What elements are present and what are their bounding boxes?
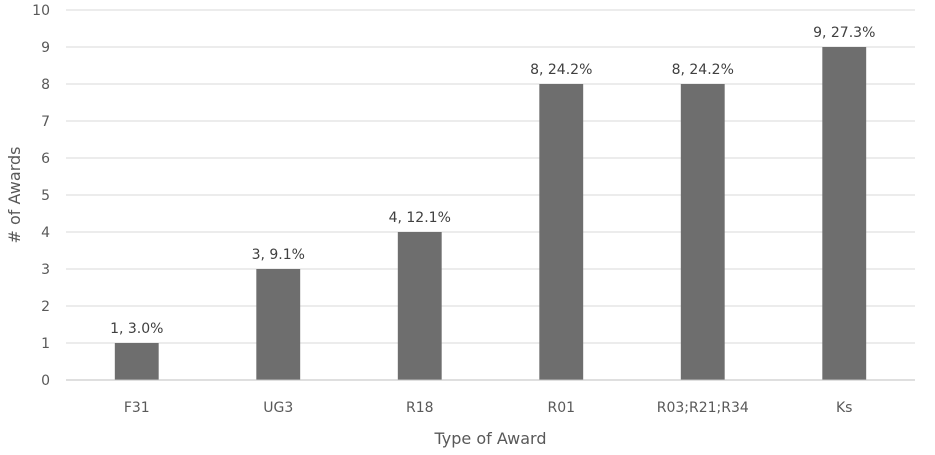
data-label: 3, 9.1% — [252, 247, 305, 263]
y-tick-label: 8 — [41, 77, 50, 93]
x-tick-label: Ks — [836, 400, 852, 416]
y-tick-label: 10 — [32, 3, 50, 19]
x-axis-title: Type of Award — [434, 429, 547, 448]
bar — [822, 47, 867, 380]
x-tick-label: R01 — [547, 400, 575, 416]
data-label: 8, 24.2% — [530, 62, 592, 78]
x-tick-label: R18 — [406, 400, 434, 416]
y-tick-label: 0 — [41, 373, 50, 389]
data-label: 9, 27.3% — [813, 25, 875, 41]
data-label: 4, 12.1% — [389, 210, 451, 226]
bar — [397, 232, 442, 380]
x-tick-label: R03;R21;R34 — [657, 400, 749, 416]
y-tick-label: 7 — [41, 114, 50, 130]
y-tick-label: 1 — [41, 336, 50, 352]
x-tick-label: F31 — [124, 400, 150, 416]
y-tick-label: 2 — [41, 299, 50, 315]
y-tick-label: 4 — [41, 225, 50, 241]
bars — [114, 47, 867, 380]
y-tick-label: 3 — [41, 262, 50, 278]
y-tick-label: 9 — [41, 40, 50, 56]
bar — [680, 84, 725, 380]
y-tick-label: 5 — [41, 188, 50, 204]
y-tick-label: 6 — [41, 151, 50, 167]
labels: 0 1 2 3 4 5 6 7 8 9 10 1, 3.0% F31 3, 9.1% UG3 4, 12.1%… — [32, 3, 875, 416]
bar — [256, 269, 301, 380]
x-tick-label: UG3 — [263, 400, 293, 416]
data-label: 8, 24.2% — [672, 62, 734, 78]
y-axis-title: # of Awards — [5, 147, 24, 244]
bar — [114, 343, 159, 380]
bar — [539, 84, 584, 380]
data-label: 1, 3.0% — [110, 321, 163, 337]
gridlines — [66, 9, 915, 344]
